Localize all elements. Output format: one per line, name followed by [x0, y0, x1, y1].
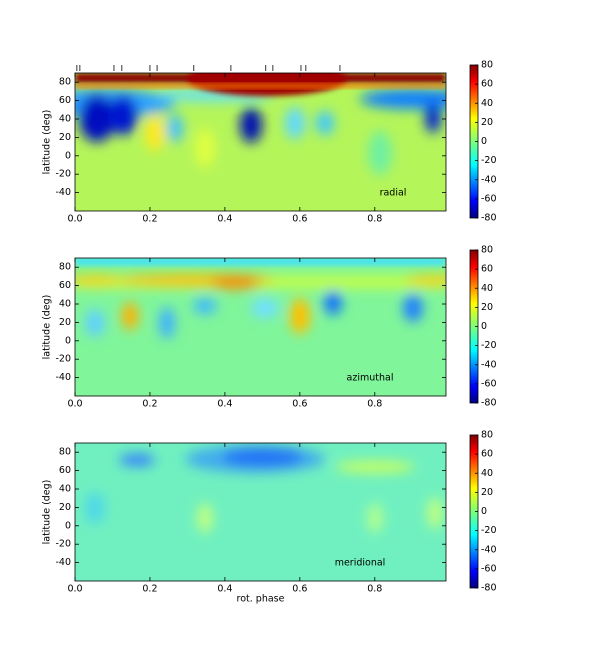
colorbar-tick-label: 20 [481, 302, 493, 313]
y-axis-label: latitude (deg) [42, 480, 53, 545]
colorbar-tick-label: -60 [481, 563, 497, 574]
colorbar-tick-label: 80 [481, 430, 493, 441]
colorbar-tick-label: -80 [481, 398, 497, 409]
plot-frame [74, 257, 447, 397]
annotation: radial [380, 188, 407, 199]
colorbar-tick-label: 0 [481, 136, 487, 147]
colorbar-tick-label: -60 [481, 193, 497, 204]
colorbar-tick-label: -40 [481, 359, 497, 370]
y-tick-label: 40 [59, 299, 71, 310]
y-tick-label: 60 [59, 280, 71, 291]
colorbar-tick-label: 60 [481, 264, 493, 275]
colorbar-tick-label: 0 [481, 321, 487, 332]
heatmap-meridional [75, 443, 446, 581]
colorbar-tick-label: -80 [481, 213, 497, 224]
x-tick-label: 0.4 [217, 399, 232, 410]
y-tick-label: 60 [59, 95, 71, 106]
colorbar-tick-label: 0 [481, 506, 487, 517]
y-tick-label: 0 [65, 520, 71, 531]
colorbar-tick-label: 40 [481, 468, 493, 479]
colorbar-tick-label: -20 [481, 155, 497, 166]
x-tick-label: 0.4 [217, 584, 232, 595]
y-tick-label: -20 [55, 169, 71, 180]
x-tick-label: 0.8 [367, 584, 382, 595]
x-tick-label: 0.4 [217, 214, 232, 225]
x-tick-label: 0.2 [142, 214, 157, 225]
plot-frame [74, 442, 447, 582]
x-tick-label: 0.2 [142, 584, 157, 595]
y-tick-label: 20 [59, 317, 71, 328]
y-tick-label: 40 [59, 114, 71, 125]
x-tick-label: 0.8 [367, 399, 382, 410]
colorbar-tick-label: -80 [481, 583, 497, 594]
colorbar-tick-label: 20 [481, 487, 493, 498]
x-tick-label: 0.0 [67, 214, 82, 225]
colorbar-tick-label: 40 [481, 283, 493, 294]
x-tick-label: 0.6 [292, 214, 307, 225]
y-tick-label: 20 [59, 132, 71, 143]
x-tick-label: 0.0 [67, 399, 82, 410]
y-tick-label: -20 [55, 354, 71, 365]
y-tick-label: -40 [55, 187, 71, 198]
y-tick-label: 20 [59, 502, 71, 513]
annotation: azimuthal [347, 373, 394, 384]
y-tick-label: 60 [59, 465, 71, 476]
y-tick-label: -20 [55, 539, 71, 550]
plot-frame [74, 72, 447, 212]
colorbar-tick-label: -60 [481, 378, 497, 389]
x-tick-label: 0.6 [292, 584, 307, 595]
x-tick-label: 0.6 [292, 399, 307, 410]
colorbar-tick-label: 40 [481, 98, 493, 109]
x-axis-label: rot. phase [237, 594, 285, 605]
colorbar-tick-label: -20 [481, 525, 497, 536]
annotation: meridional [335, 558, 386, 569]
colorbar-tick-label: 80 [481, 60, 493, 71]
y-tick-label: -40 [55, 372, 71, 383]
x-tick-label: 0.2 [142, 399, 157, 410]
y-tick-label: 80 [59, 262, 71, 273]
y-axis-label: latitude (deg) [42, 295, 53, 360]
heatmap-radial [75, 73, 446, 211]
colorbar-tick-label: -40 [481, 544, 497, 555]
colorbar-tick-label: -40 [481, 174, 497, 185]
x-tick-label: 0.8 [367, 214, 382, 225]
y-tick-label: 40 [59, 484, 71, 495]
colorbar-tick-label: -20 [481, 340, 497, 351]
y-tick-label: 80 [59, 77, 71, 88]
colorbar-tick-label: 20 [481, 117, 493, 128]
y-axis-label: latitude (deg) [42, 110, 53, 175]
x-tick-label: 0.0 [67, 584, 82, 595]
colorbar-tick-label: 80 [481, 245, 493, 256]
y-tick-label: 0 [65, 335, 71, 346]
heatmap-azimuthal [75, 258, 446, 396]
y-tick-label: -40 [55, 557, 71, 568]
colorbar-tick-label: 60 [481, 79, 493, 90]
colorbar-tick-label: 60 [481, 449, 493, 460]
y-tick-label: 80 [59, 447, 71, 458]
y-tick-label: 0 [65, 150, 71, 161]
